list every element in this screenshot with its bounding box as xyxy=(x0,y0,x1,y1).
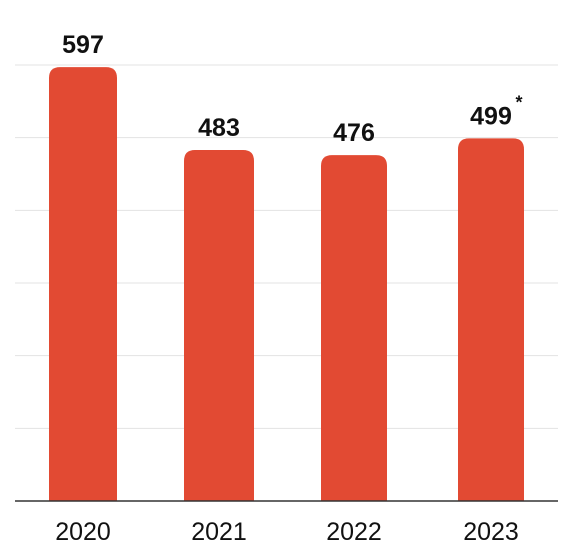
bar-2023 xyxy=(458,138,524,502)
data-label-2020: 597 xyxy=(62,31,104,59)
data-label-2021: 483 xyxy=(198,114,240,142)
data-label-2022: 476 xyxy=(333,119,375,147)
x-tick-label-2021: 2021 xyxy=(191,518,247,546)
label-layer: 597 2020 483 2021 476 2022 499 * 2023 xyxy=(55,31,522,546)
x-tick-label-2020: 2020 xyxy=(55,518,111,546)
bar-2022 xyxy=(321,155,387,501)
bar-2020 xyxy=(49,67,117,502)
x-tick-label-2022: 2022 xyxy=(326,518,382,546)
bar-layer xyxy=(49,67,524,502)
footnote-marker-2023: * xyxy=(515,92,522,112)
x-tick-label-2023: 2023 xyxy=(463,518,519,546)
bar-2021 xyxy=(184,150,254,501)
data-label-2023: 499 xyxy=(470,102,512,130)
